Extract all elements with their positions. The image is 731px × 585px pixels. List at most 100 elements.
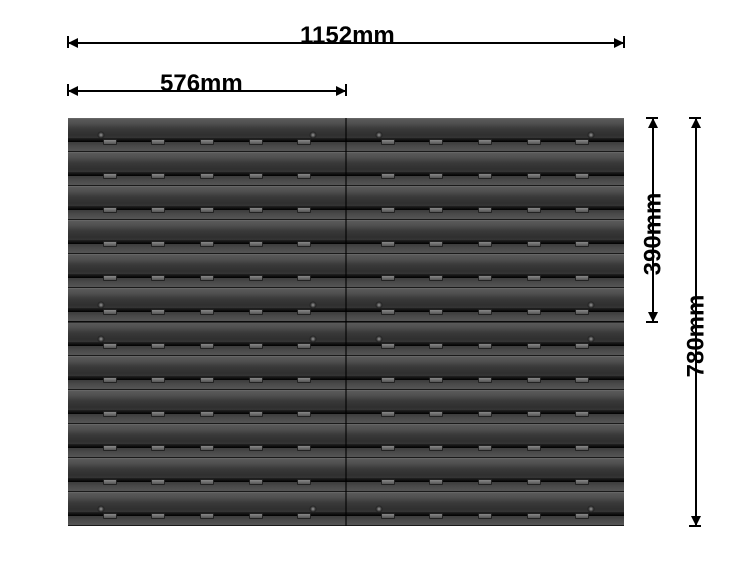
dimension-label: 390mm: [639, 193, 667, 276]
panel-slat: [346, 118, 624, 152]
mount-clip: [249, 139, 263, 145]
dimension-label: 576mm: [160, 70, 243, 98]
mount-clip: [103, 445, 117, 451]
mount-clip: [429, 241, 443, 247]
mount-clip: [151, 207, 165, 213]
mount-clip: [478, 411, 492, 417]
mount-clip: [575, 241, 589, 247]
mount-clip: [381, 377, 395, 383]
mount-clip: [151, 479, 165, 485]
mount-clip: [478, 377, 492, 383]
mount-clip: [527, 513, 541, 519]
mount-clip: [249, 377, 263, 383]
mount-clip: [575, 513, 589, 519]
mount-clip: [527, 479, 541, 485]
panel-slat: [346, 424, 624, 458]
panel-slat: [68, 424, 346, 458]
mount-clip: [478, 275, 492, 281]
mount-clip: [429, 343, 443, 349]
mount-clip: [249, 207, 263, 213]
screw-hole: [309, 302, 316, 309]
screw-hole: [376, 302, 383, 309]
screw-hole: [587, 132, 594, 139]
mount-clip: [381, 207, 395, 213]
panel-slat: [68, 152, 346, 186]
mount-clip: [429, 275, 443, 281]
screw-hole: [309, 132, 316, 139]
mount-clip: [575, 479, 589, 485]
panel-slat: [346, 186, 624, 220]
mount-clip: [297, 343, 311, 349]
mount-clip: [200, 309, 214, 315]
mount-clip: [297, 275, 311, 281]
mount-clip: [200, 275, 214, 281]
panel-slat: [346, 390, 624, 424]
panel-slat: [346, 254, 624, 288]
panel-slat: [346, 356, 624, 390]
mount-clip: [478, 173, 492, 179]
mount-clip: [429, 411, 443, 417]
mount-clip: [429, 139, 443, 145]
mount-clip: [200, 479, 214, 485]
mount-clip: [527, 343, 541, 349]
panel-quadrant: [346, 322, 624, 526]
mount-clip: [103, 411, 117, 417]
screw-hole: [98, 336, 105, 343]
panel-slat: [68, 254, 346, 288]
mount-clip: [200, 241, 214, 247]
mount-clip: [429, 377, 443, 383]
mount-clip: [297, 411, 311, 417]
mount-clip: [575, 377, 589, 383]
dimension-diagram: 1152mm 576mm 780mm 390mm: [0, 0, 731, 585]
mount-clip: [249, 241, 263, 247]
mount-clip: [478, 513, 492, 519]
mount-clip: [249, 343, 263, 349]
mount-clip: [249, 513, 263, 519]
screw-hole: [376, 336, 383, 343]
mount-clip: [200, 377, 214, 383]
mount-clip: [200, 445, 214, 451]
screw-hole: [376, 132, 383, 139]
mount-clip: [151, 445, 165, 451]
mount-clip: [429, 479, 443, 485]
mount-clip: [151, 343, 165, 349]
mount-clip: [381, 241, 395, 247]
panel-quadrant: [68, 322, 346, 526]
mount-clip: [200, 513, 214, 519]
panel-slat: [68, 220, 346, 254]
dimension-label: 780mm: [682, 295, 710, 378]
mount-clip: [200, 173, 214, 179]
mount-clip: [103, 173, 117, 179]
mount-clip: [151, 173, 165, 179]
panel-quadrant: [68, 118, 346, 322]
mount-clip: [151, 411, 165, 417]
panel-seam-horizontal: [68, 321, 624, 323]
mount-clip: [527, 377, 541, 383]
mount-clip: [200, 343, 214, 349]
screw-hole: [98, 132, 105, 139]
mount-clip: [249, 479, 263, 485]
mount-clip: [381, 411, 395, 417]
mount-clip: [478, 445, 492, 451]
mount-clip: [103, 241, 117, 247]
panel-slat: [68, 390, 346, 424]
mount-clip: [151, 139, 165, 145]
mount-clip: [297, 241, 311, 247]
panel-slat: [346, 220, 624, 254]
screw-hole: [376, 506, 383, 513]
mount-clip: [381, 343, 395, 349]
mount-clip: [381, 173, 395, 179]
mount-clip: [478, 241, 492, 247]
screw-hole: [98, 506, 105, 513]
mount-clip: [381, 479, 395, 485]
panel-slat: [68, 492, 346, 526]
screw-hole: [309, 336, 316, 343]
screw-hole: [309, 506, 316, 513]
mount-clip: [429, 445, 443, 451]
mount-clip: [527, 173, 541, 179]
mount-clip: [200, 411, 214, 417]
screw-hole: [587, 506, 594, 513]
screw-hole: [98, 302, 105, 309]
mount-clip: [381, 309, 395, 315]
panel-slat: [346, 152, 624, 186]
